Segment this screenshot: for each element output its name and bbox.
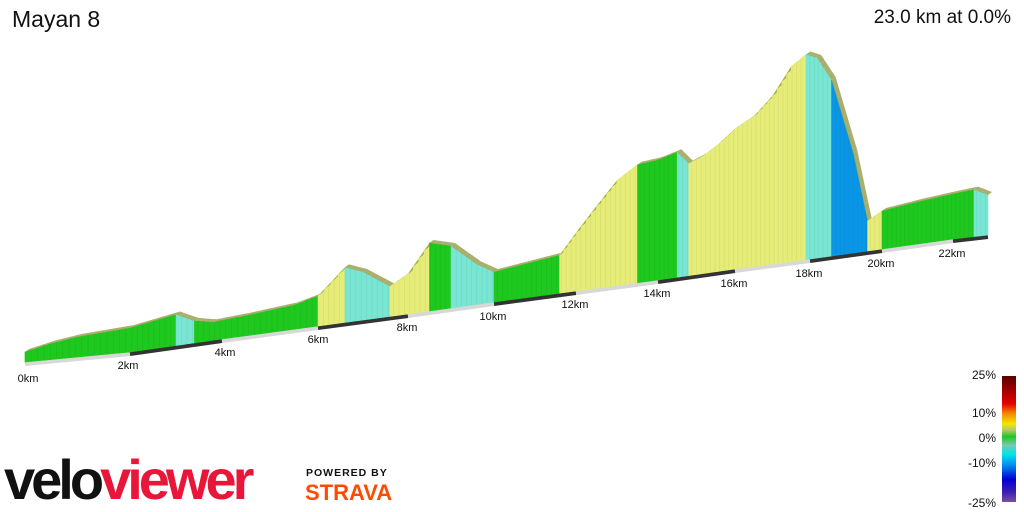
x-tick-label: 4km bbox=[215, 347, 236, 359]
legend-label-max: 25% bbox=[971, 368, 996, 382]
x-tick-label: 14km bbox=[644, 288, 671, 300]
legend-label-0: 0% bbox=[978, 431, 996, 445]
x-tick-label: 2km bbox=[118, 360, 139, 372]
x-tick-label: 8km bbox=[397, 322, 418, 334]
x-tick-label: 10km bbox=[480, 311, 507, 323]
legend-label-min: -25% bbox=[967, 496, 996, 510]
x-tick-label: 12km bbox=[562, 299, 589, 311]
route-title: Mayan 8 bbox=[12, 6, 101, 32]
legend-label-10: 10% bbox=[971, 406, 996, 420]
strava-logo[interactable]: STRAVA bbox=[305, 480, 393, 505]
x-tick-label: 6km bbox=[308, 334, 329, 346]
logo-viewer: viewer bbox=[100, 448, 254, 511]
gradient-legend: 25% 10% 0% -10% -25% bbox=[960, 368, 1024, 512]
x-tick-label: 0km bbox=[18, 373, 39, 385]
x-tick-label: 18km bbox=[796, 268, 823, 280]
x-tick-label: 22km bbox=[939, 248, 966, 260]
route-summary: 23.0 km at 0.0% bbox=[873, 7, 1011, 28]
powered-by-label: POWERED BY bbox=[306, 467, 388, 479]
x-tick-label: 16km bbox=[721, 278, 748, 290]
veloviewer-logo[interactable]: veloviewer bbox=[4, 452, 254, 508]
logo-velo: velo bbox=[4, 448, 104, 511]
legend-label-minus10: -10% bbox=[967, 456, 996, 470]
gradient-color-bar bbox=[1002, 376, 1016, 502]
x-tick-label: 20km bbox=[868, 258, 895, 270]
